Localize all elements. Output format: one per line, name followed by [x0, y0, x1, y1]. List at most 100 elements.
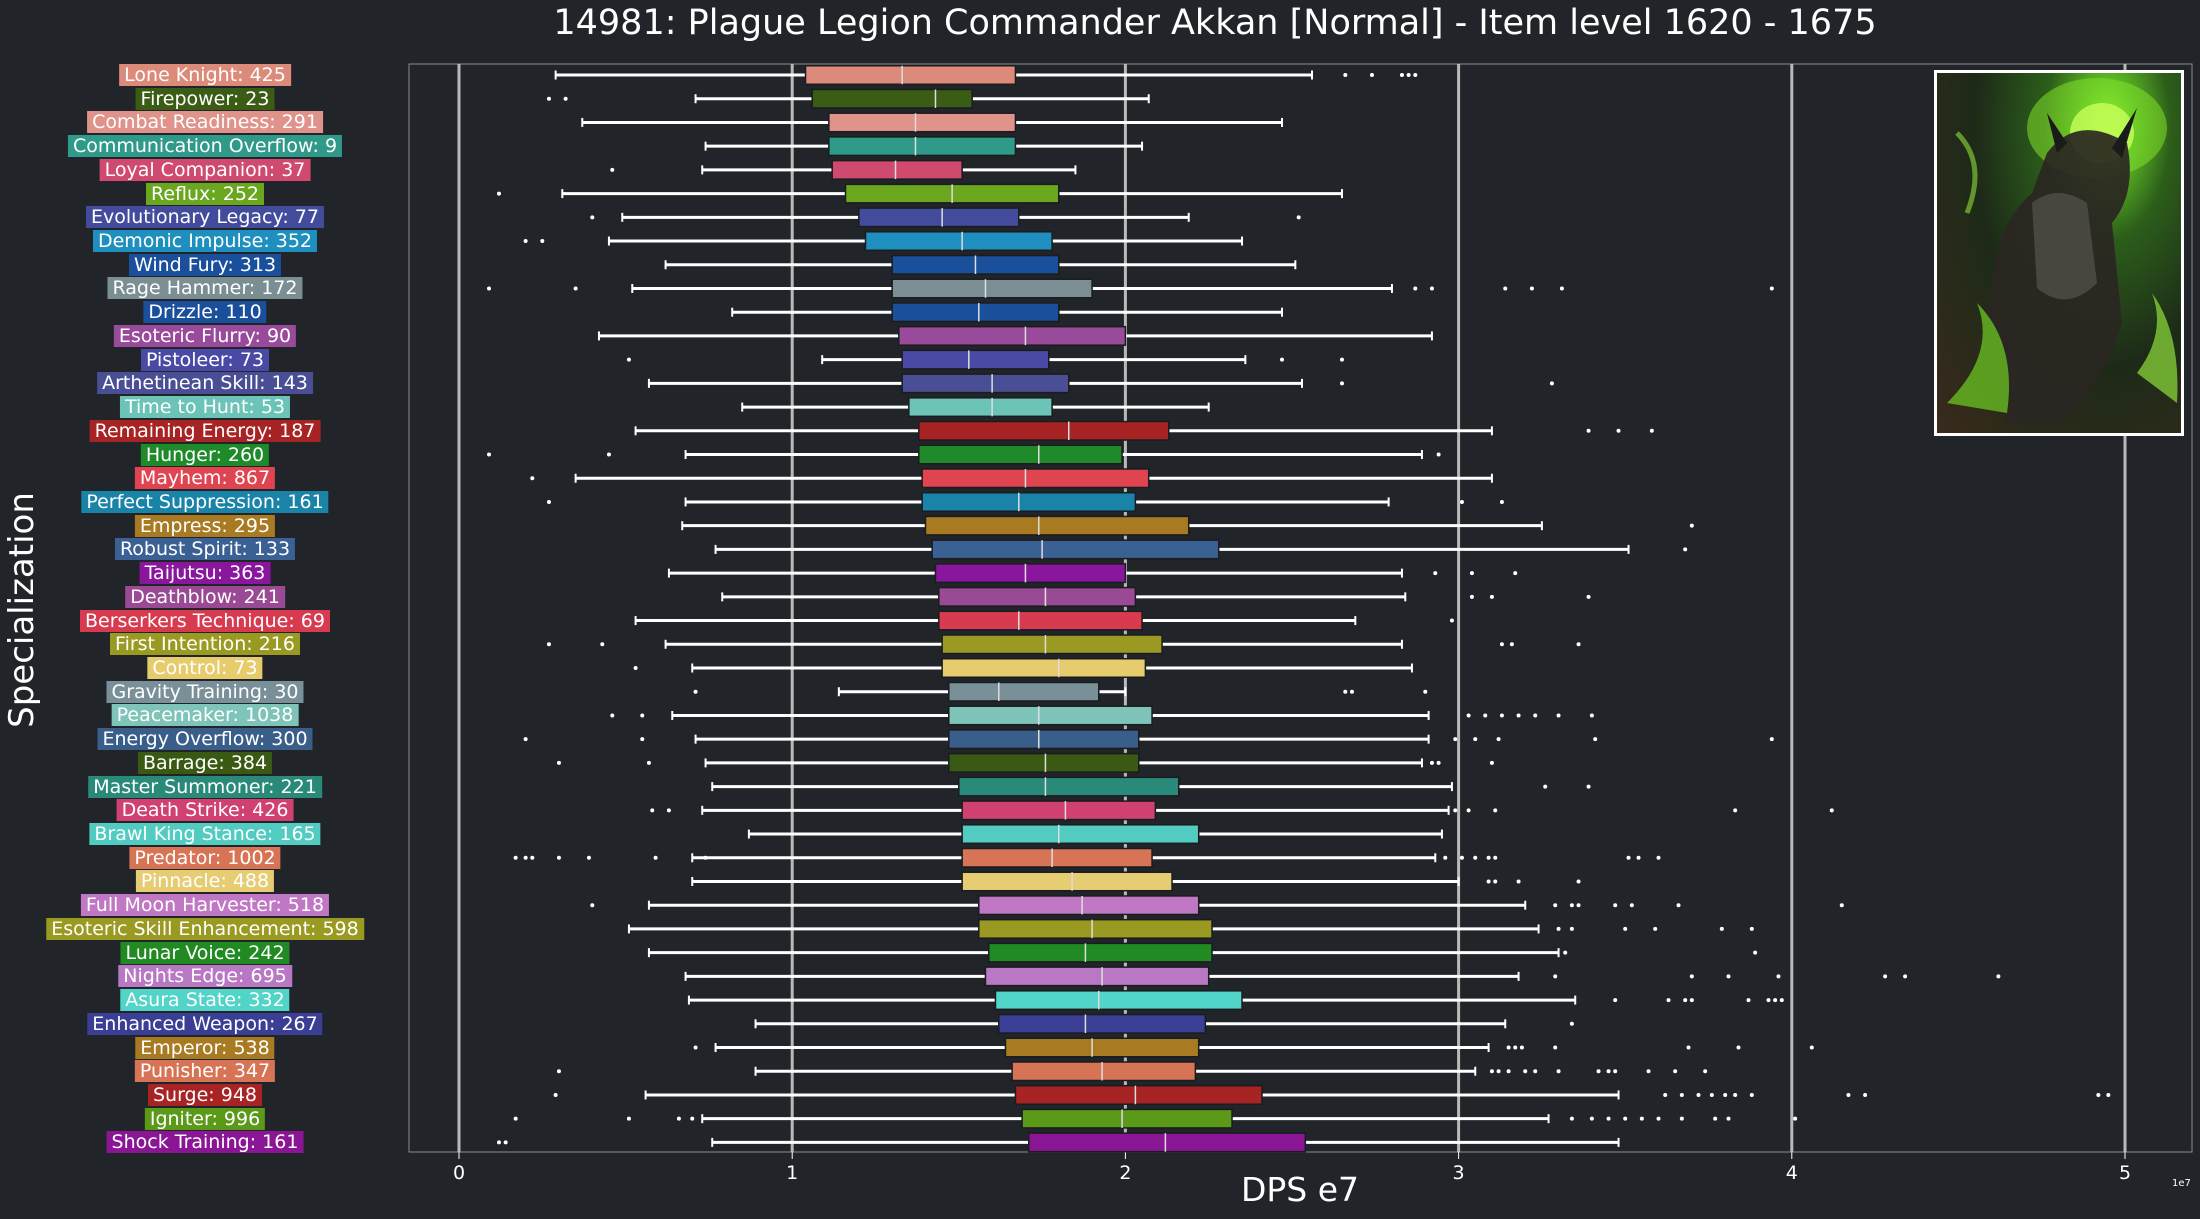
spec-label: Barrage: 384: [137, 751, 273, 774]
box-iqr: [948, 705, 1153, 726]
outlier-point: [1433, 571, 1438, 576]
outlier-point: [556, 1069, 561, 1074]
spec-label: Firepower: 23: [135, 87, 275, 110]
box-iqr: [891, 278, 1093, 299]
outlier-point: [1629, 903, 1634, 908]
outlier-point: [1553, 903, 1558, 908]
outlier-point: [1623, 1116, 1628, 1121]
outlier-point: [1523, 1069, 1528, 1074]
outlier-point: [1686, 1045, 1691, 1050]
x-axis-label: DPS e7: [1240, 1170, 1360, 1209]
spec-label: Asura State: 332: [120, 989, 290, 1012]
box-iqr: [961, 800, 1157, 821]
outlier-point: [496, 191, 501, 196]
outlier-point: [1586, 784, 1591, 789]
outlier-point: [1576, 642, 1581, 647]
outlier-point: [1613, 903, 1618, 908]
outlier-point: [563, 96, 568, 101]
outlier-point: [1749, 926, 1754, 931]
outlier-point: [1423, 689, 1428, 694]
outlier-point: [1453, 737, 1458, 742]
outlier-point: [1483, 713, 1488, 718]
outlier-point: [1453, 808, 1458, 813]
outlier-point: [1496, 737, 1501, 742]
outlier-point: [513, 855, 518, 860]
outlier-point: [530, 855, 535, 860]
outlier-point: [590, 215, 595, 220]
box-iqr: [1021, 1108, 1233, 1129]
outlier-point: [1296, 215, 1301, 220]
outlier-point: [586, 855, 591, 860]
outlier-point: [590, 903, 595, 908]
box-iqr: [901, 349, 1050, 370]
outlier-point: [1486, 855, 1491, 860]
outlier-point: [1553, 974, 1558, 979]
box-iqr: [828, 136, 1017, 157]
outlier-point: [1509, 642, 1514, 647]
outlier-point: [573, 286, 578, 291]
box-iqr: [994, 990, 1243, 1011]
outlier-point: [1556, 713, 1561, 718]
outlier-point: [1473, 737, 1478, 742]
box-iqr: [1011, 1061, 1197, 1082]
outlier-point: [693, 1045, 698, 1050]
outlier-point: [1499, 642, 1504, 647]
spec-label: Punisher: 347: [134, 1060, 276, 1083]
box-iqr: [938, 610, 1143, 631]
box-iqr: [858, 207, 1020, 228]
outlier-point: [1466, 808, 1471, 813]
outlier-point: [1533, 1069, 1538, 1074]
outlier-point: [486, 286, 491, 291]
outlier-point: [546, 96, 551, 101]
spec-label: Wind Fury: 313: [128, 253, 282, 276]
spec-label: Death Strike: 426: [116, 799, 294, 822]
spec-label: Time to Hunt: 53: [119, 396, 291, 419]
outlier-point: [1663, 1092, 1668, 1097]
outlier-point: [1503, 286, 1508, 291]
box-iqr: [948, 752, 1140, 773]
outlier-point: [1769, 737, 1774, 742]
outlier-point: [1429, 760, 1434, 765]
outlier-point: [1689, 523, 1694, 528]
spec-label: Esoteric Skill Enhancement: 598: [46, 917, 364, 940]
outlier-point: [676, 1116, 681, 1121]
outlier-point: [1903, 974, 1908, 979]
spec-label: Reflux: 252: [146, 182, 264, 205]
spec-label: Perfect Suppression: 161: [81, 490, 329, 513]
outlier-point: [1773, 998, 1778, 1003]
outlier-point: [540, 239, 545, 244]
outlier-point: [1399, 73, 1404, 77]
outlier-point: [703, 855, 708, 860]
box-iqr: [978, 918, 1213, 939]
outlier-point: [1343, 689, 1348, 694]
box-iqr: [934, 563, 1127, 584]
outlier-point: [1339, 357, 1344, 362]
outlier-point: [1709, 1092, 1714, 1097]
outlier-point: [1513, 571, 1518, 576]
outlier-point: [546, 642, 551, 647]
outlier-point: [1466, 713, 1471, 718]
box-iqr: [864, 231, 1053, 252]
box-iqr: [924, 515, 1190, 536]
box-iqr: [988, 942, 1213, 963]
box-iqr: [961, 871, 1173, 892]
box-iqr: [804, 65, 1017, 85]
outlier-point: [503, 1140, 508, 1145]
box-iqr: [961, 847, 1153, 868]
outlier-point: [1506, 1069, 1511, 1074]
spec-label: Mayhem: 867: [134, 467, 276, 490]
outlier-point: [1649, 428, 1654, 433]
spec-label: Communication Overflow: 9: [67, 135, 343, 158]
spec-label: Predator: 1002: [129, 846, 281, 869]
outlier-point: [1516, 713, 1521, 718]
spec-label: Nights Edge: 695: [118, 965, 292, 988]
outlier-point: [1746, 998, 1751, 1003]
box-iqr: [811, 88, 973, 109]
box-iqr: [1004, 1037, 1200, 1058]
outlier-point: [1513, 1045, 1518, 1050]
outlier-point: [1569, 1021, 1574, 1026]
outlier-point: [1636, 855, 1641, 860]
outlier-point: [486, 452, 491, 457]
x-axis-scale-note: 1e7: [2172, 1178, 2191, 1189]
outlier-point: [1493, 808, 1498, 813]
